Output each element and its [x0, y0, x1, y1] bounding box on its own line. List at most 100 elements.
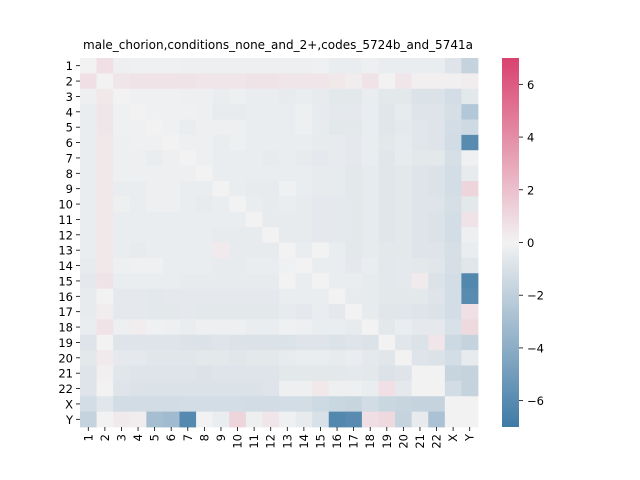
heatmap-cell-1-5 [146, 58, 164, 74]
heatmap-cell-19-9 [212, 334, 230, 351]
heatmap-cell-13-16 [328, 242, 346, 259]
heatmap-cell-2-12 [262, 73, 280, 90]
heatmap-cell-19-20 [395, 334, 413, 351]
heatmap-cell-15-4 [129, 273, 147, 290]
heatmap-cell-1-2 [96, 58, 114, 74]
heatmap-cell-12-19 [378, 227, 396, 243]
heatmap-cell-7-12 [262, 150, 280, 167]
heatmap-cell-8-7 [179, 165, 197, 182]
heatmap-cell-17-3 [113, 304, 131, 320]
heatmap-cell-6-Y [461, 134, 479, 151]
heatmap-cell-20-20 [395, 350, 413, 366]
heatmap-cell-11-13 [279, 211, 296, 228]
heatmap-cell-14-3 [113, 257, 131, 274]
heatmap-cell-8-22 [428, 165, 446, 182]
heatmap-cell-22-4 [129, 380, 147, 397]
heatmap-cell-Y-Y [461, 411, 479, 428]
heatmap-cell-11-12 [262, 211, 280, 228]
heatmap-cell-18-11 [245, 319, 263, 336]
heatmap-cell-14-6 [162, 257, 180, 274]
heatmap-cell-16-3 [113, 288, 131, 305]
heatmap-cell-19-3 [113, 334, 131, 351]
heatmap-cell-20-18 [361, 350, 379, 366]
heatmap-cell-5-11 [245, 119, 263, 136]
heatmap-cell-13-1 [80, 242, 97, 259]
heatmap-cell-15-8 [196, 273, 214, 290]
heatmap-cell-8-8 [196, 165, 214, 182]
heatmap-cell-2-14 [295, 73, 313, 90]
heatmap-cell-6-21 [411, 134, 429, 151]
heatmap-cell-4-1 [80, 104, 97, 120]
heatmap-cell-7-19 [378, 150, 396, 167]
colorbar-tick-label: 4 [527, 131, 534, 145]
heatmap-cell-2-10 [229, 73, 247, 90]
heatmap-cell-19-18 [361, 334, 379, 351]
heatmap-cell-7-8 [196, 150, 214, 167]
y-tick-label: 20 [58, 351, 73, 365]
heatmap-cell-12-13 [279, 227, 296, 243]
heatmap-cell-12-16 [328, 227, 346, 243]
x-tick-label: 9 [214, 434, 228, 441]
heatmap-cell-18-16 [328, 319, 346, 336]
heatmap-cell-7-22 [428, 150, 446, 167]
heatmap-cell-11-19 [378, 211, 396, 228]
heatmap-cell-Y-12 [262, 411, 280, 428]
heatmap-cell-19-14 [295, 334, 313, 351]
heatmap-cell-2-13 [279, 73, 296, 90]
x-tick-label: 7 [181, 434, 195, 441]
heatmap-cell-3-8 [196, 88, 214, 105]
heatmap-cell-20-Y [461, 350, 479, 366]
heatmap-cell-12-8 [196, 227, 214, 243]
heatmap-cell-20-11 [245, 350, 263, 366]
heatmap-cell-9-14 [295, 181, 313, 197]
heatmap-cell-18-13 [279, 319, 296, 336]
heatmap-cell-X-Y [461, 396, 479, 413]
heatmap-cell-Y-11 [245, 411, 263, 428]
heatmap-cell-2-6 [162, 73, 180, 90]
heatmap-cell-14-10 [229, 257, 247, 274]
colorbar-tick-label: 2 [527, 183, 534, 197]
heatmap-cell-11-18 [361, 211, 379, 228]
heatmap-cell-18-20 [395, 319, 413, 336]
heatmap-cell-22-2 [96, 380, 114, 397]
heatmap-cell-4-3 [113, 104, 131, 120]
heatmap-cell-21-2 [96, 365, 114, 382]
heatmap-cell-8-11 [245, 165, 263, 182]
heatmap-cell-20-14 [295, 350, 313, 366]
heatmap-cell-4-14 [295, 104, 313, 120]
y-tick-label: 10 [58, 198, 73, 212]
x-tick-label: 6 [164, 434, 178, 441]
heatmap-cell-7-14 [295, 150, 313, 167]
heatmap-cell-21-6 [162, 365, 180, 382]
heatmap-cell-5-2 [96, 119, 114, 136]
heatmap-cell-Y-9 [212, 411, 230, 428]
heatmap-cell-X-9 [212, 396, 230, 413]
heatmap-cell-17-2 [96, 304, 114, 320]
heatmap-cell-22-X [444, 380, 462, 397]
heatmap-cell-14-2 [96, 257, 114, 274]
heatmap-cell-10-2 [96, 196, 114, 213]
heatmap-cell-20-19 [378, 350, 396, 366]
heatmap-cell-18-6 [162, 319, 180, 336]
heatmap-cell-17-12 [262, 304, 280, 320]
heatmap-cell-9-4 [129, 181, 147, 197]
heatmap-cell-4-6 [162, 104, 180, 120]
x-tick-label: 20 [396, 434, 410, 449]
heatmap-cell-10-6 [162, 196, 180, 213]
heatmap-cell-22-14 [295, 380, 313, 397]
heatmap-cell-1-Y [461, 58, 479, 74]
heatmap-cell-18-5 [146, 319, 164, 336]
heatmap-cell-9-5 [146, 181, 164, 197]
colorbar-gradient [502, 58, 519, 427]
heatmap-cell-X-4 [129, 396, 147, 413]
heatmap-cell-13-21 [411, 242, 429, 259]
heatmap-cell-6-18 [361, 134, 379, 151]
heatmap-cell-10-11 [245, 196, 263, 213]
heatmap-cell-19-Y [461, 334, 479, 351]
heatmap-cell-19-11 [245, 334, 263, 351]
heatmap-cell-16-11 [245, 288, 263, 305]
heatmap-cell-12-5 [146, 227, 164, 243]
heatmap-cell-3-20 [395, 88, 413, 105]
heatmap-cell-14-13 [279, 257, 296, 274]
